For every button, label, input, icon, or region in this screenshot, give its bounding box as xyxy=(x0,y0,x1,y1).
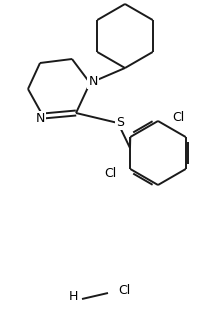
Text: Cl: Cl xyxy=(118,285,130,298)
Text: Cl: Cl xyxy=(172,111,184,123)
Text: H: H xyxy=(69,291,78,304)
Text: S: S xyxy=(116,116,124,128)
Text: Cl: Cl xyxy=(104,166,116,179)
Text: N: N xyxy=(35,112,45,124)
Text: N: N xyxy=(88,74,98,87)
